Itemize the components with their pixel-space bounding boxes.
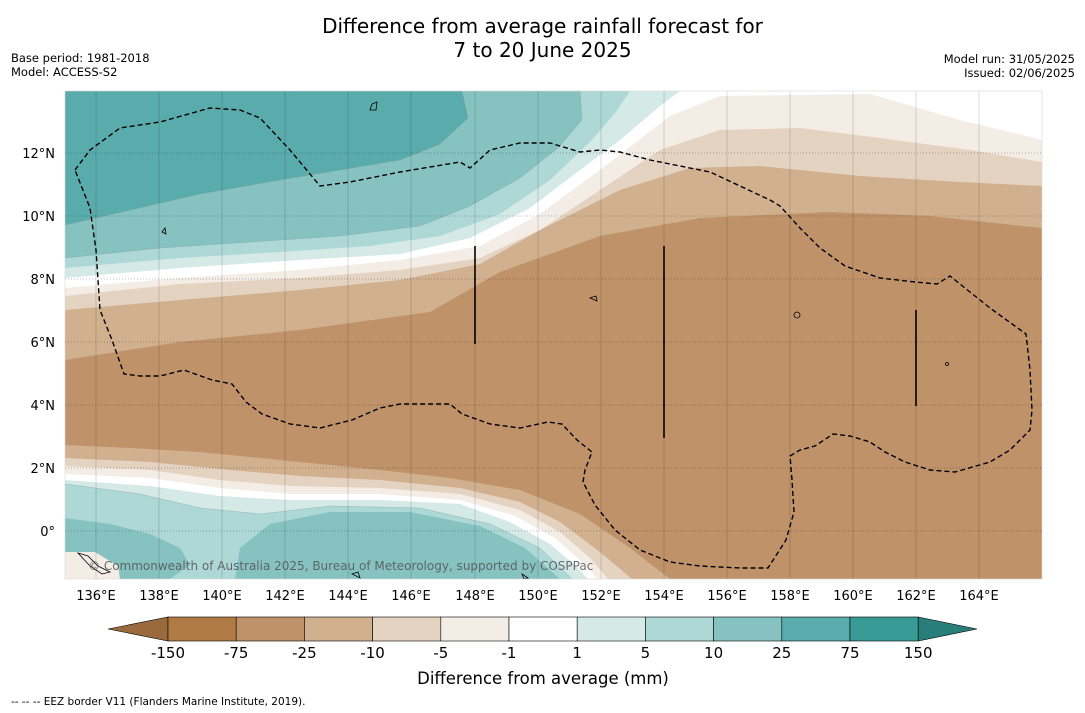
lon-label-154e: 154°E <box>644 589 684 604</box>
islands <box>76 101 949 579</box>
eez-segments <box>474 246 917 438</box>
lat-label-0: 0° <box>40 525 55 540</box>
footer-note: -- -- -- EEZ border V11 (Flanders Marine… <box>11 696 306 708</box>
colorbar-cell <box>167 616 237 642</box>
longitude-gridlines <box>95 91 980 579</box>
colorbar-cell <box>372 616 442 642</box>
colorbar-cell <box>304 616 373 642</box>
lat-label-8n: 8°N <box>31 273 56 288</box>
lon-label-146e: 146°E <box>391 589 431 604</box>
contour-lines <box>65 91 583 579</box>
colorbar-cell <box>849 616 919 642</box>
colorbar-tick: 25 <box>772 644 791 662</box>
lon-label-140e: 140°E <box>202 589 242 604</box>
lon-label-148e: 148°E <box>455 589 495 604</box>
model-run: Model run: 31/05/2025 <box>943 52 1075 66</box>
colorbar-tick: -1 <box>502 644 517 662</box>
colorbar: -150 -75 -25 -10 -5 -1 1 5 10 25 75 150 … <box>107 616 978 688</box>
band-south-cream-corner <box>65 552 120 579</box>
colorbar-cell <box>576 616 646 642</box>
model-name: Model: ACCESS-S2 <box>11 65 118 79</box>
title-line-2: 7 to 20 June 2025 <box>453 38 632 62</box>
colorbar-ticks: -150 -75 -25 -10 -5 -1 1 5 10 25 75 150 <box>151 644 933 662</box>
rainfall-field: © Commonwealth of Australia 2025, Bureau… <box>65 91 1042 579</box>
map-title: Difference from average rainfall forecas… <box>0 14 1085 62</box>
colorbar-tick: 75 <box>840 644 859 662</box>
colorbar-cell <box>440 616 510 642</box>
lon-label-142e: 142°E <box>265 589 305 604</box>
colorbar-cell <box>508 616 578 642</box>
colorbar-tick: -5 <box>433 644 448 662</box>
issued-date: Issued: 02/06/2025 <box>964 66 1075 80</box>
colorbar-tick: 10 <box>704 644 723 662</box>
longitude-labels: 136°E 138°E 140°E 142°E 144°E 146°E 148°… <box>76 589 999 604</box>
band-north-darkest-teal <box>65 91 300 215</box>
copyright-notice: © Commonwealth of Australia 2025, Bureau… <box>88 559 593 573</box>
colorbar-cell <box>645 616 714 642</box>
lat-label-6n: 6°N <box>31 336 56 351</box>
lon-label-160e: 160°E <box>833 589 873 604</box>
latitude-gridlines <box>65 152 1042 532</box>
lat-label-12n: 12°N <box>22 147 55 162</box>
eez-border <box>74 107 1033 569</box>
latitude-labels: 12°N 10°N 8°N 6°N 4°N 2°N 0° <box>22 147 55 540</box>
colorbar-tick: -25 <box>292 644 317 662</box>
plot-frame <box>64 90 1043 580</box>
lat-label-2n: 2°N <box>31 462 56 477</box>
meta-left: Base period: 1981-2018 Model: ACCESS-S2 <box>11 51 150 79</box>
colorbar-cell <box>781 616 851 642</box>
colorbar-tick: 5 <box>641 644 651 662</box>
lon-label-158e: 158°E <box>770 589 810 604</box>
colorbar-tick: 150 <box>904 644 933 662</box>
colorbar-cells <box>107 616 978 642</box>
colorbar-tick: -75 <box>224 644 249 662</box>
title-line-1: Difference from average rainfall forecas… <box>322 14 763 38</box>
lat-label-10n: 10°N <box>22 210 55 225</box>
lon-label-150e: 150°E <box>518 589 558 604</box>
colorbar-arrow-high <box>917 616 978 642</box>
colorbar-cell <box>713 616 783 642</box>
lon-label-136e: 136°E <box>76 589 116 604</box>
lon-label-156e: 156°E <box>707 589 747 604</box>
lon-label-162e: 162°E <box>896 589 936 604</box>
colorbar-title: Difference from average (mm) <box>417 669 669 688</box>
lon-label-152e: 152°E <box>581 589 621 604</box>
band-south-teal <box>235 512 560 579</box>
lon-label-138e: 138°E <box>139 589 179 604</box>
lon-label-144e: 144°E <box>328 589 368 604</box>
lon-label-164e: 164°E <box>959 589 999 604</box>
colorbar-tick: -150 <box>151 644 185 662</box>
colorbar-tick: -10 <box>360 644 385 662</box>
base-period: Base period: 1981-2018 <box>11 51 150 65</box>
colorbar-tick: 1 <box>572 644 582 662</box>
meta-right: Model run: 31/05/2025 Issued: 02/06/2025 <box>944 52 1075 80</box>
lat-label-4n: 4°N <box>31 399 56 414</box>
colorbar-cell <box>235 616 305 642</box>
colorbar-arrow-low <box>107 616 169 642</box>
